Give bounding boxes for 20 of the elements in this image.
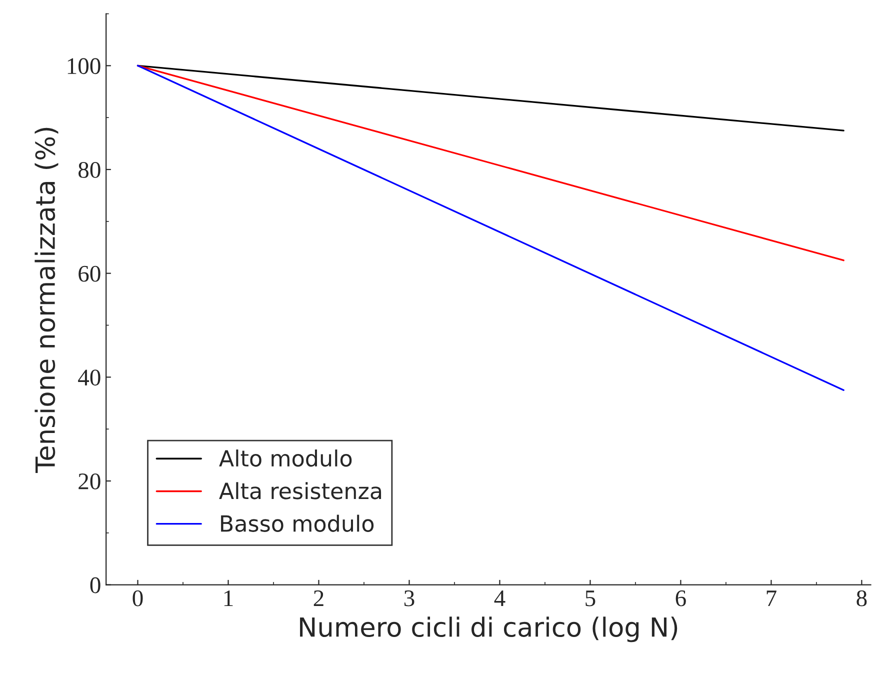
y-tick-label: 0 xyxy=(90,577,100,594)
x-tick-label: 1 xyxy=(224,590,233,606)
y-tick-label: 60 xyxy=(78,266,100,282)
x-tick-label: 6 xyxy=(676,590,686,606)
x-tick-label: 2 xyxy=(314,590,324,606)
y-axis-title: Tensione normalizzata (%) xyxy=(34,128,58,474)
y-tick-label: 100 xyxy=(68,58,100,74)
y-tick-label: 20 xyxy=(78,473,100,490)
x-tick-label: 7 xyxy=(766,590,776,606)
x-tick-label: 8 xyxy=(856,590,867,606)
y-tick-label: 80 xyxy=(78,162,100,178)
x-tick-label: 5 xyxy=(586,590,596,606)
x-axis-title: Numero cicli di carico (log N) xyxy=(300,616,678,642)
x-tick-label: 4 xyxy=(494,590,506,606)
legend-label: Alta resistenza xyxy=(219,482,382,500)
y-tick-label: 40 xyxy=(78,370,100,386)
x-tick-label: 0 xyxy=(132,590,143,606)
legend-label: Basso modulo xyxy=(221,514,374,532)
legend-label: Alto modulo xyxy=(219,450,352,467)
x-tick-label: 3 xyxy=(404,590,414,606)
